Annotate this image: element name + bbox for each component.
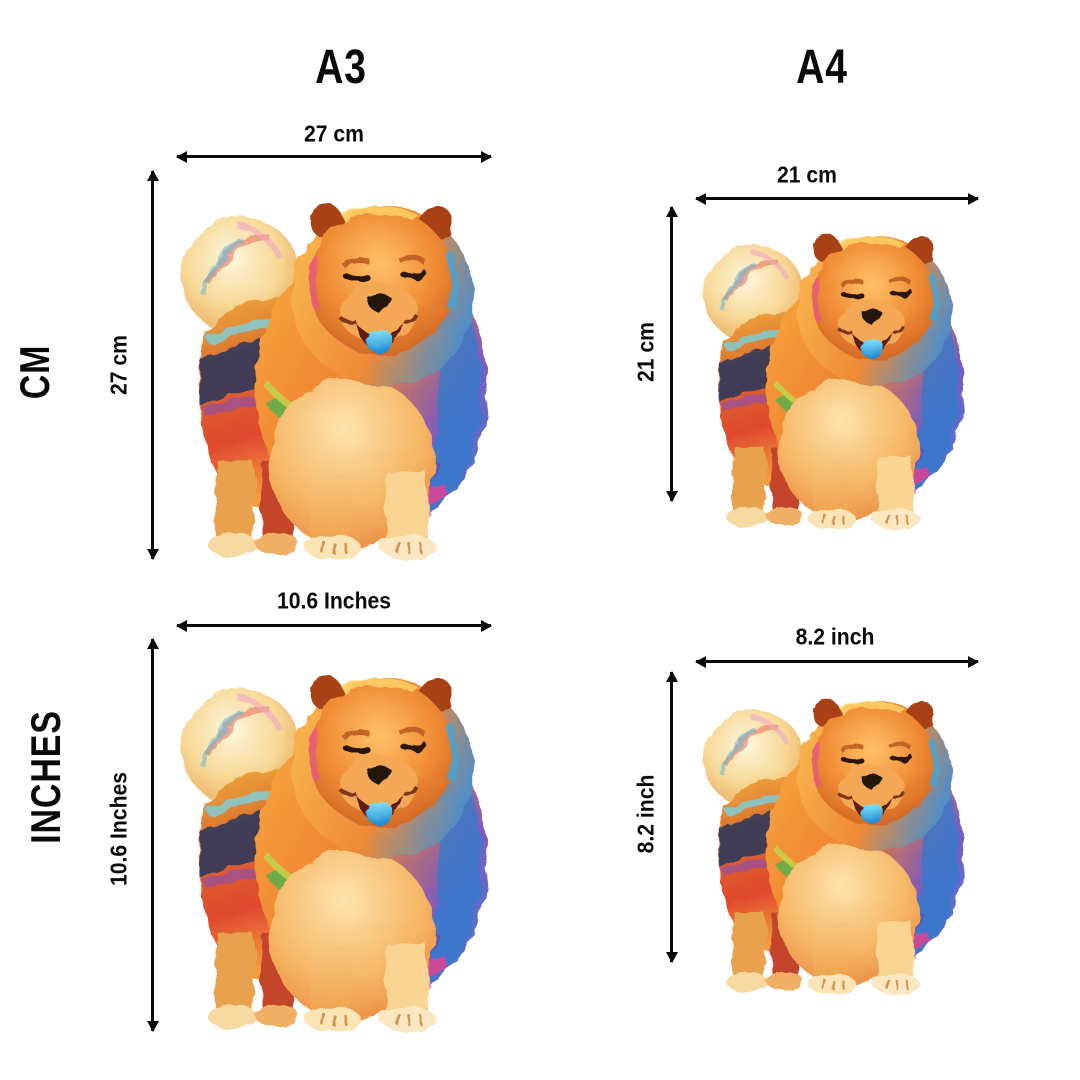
chow-chow-illustration [692,668,978,998]
height-dimension-label: 10.6 Inches [105,771,132,887]
width-dimension-label: 27 cm [303,120,365,147]
width-arrow [177,624,491,627]
chow-chow-illustration [168,638,504,1036]
height-dimension-label: 21 cm [632,321,659,383]
width-dimension-label: 10.6 Inches [276,587,392,614]
height-arrow [151,171,154,559]
row-title-inches: INCHES [23,710,70,844]
column-title-a4: A4 [796,38,848,94]
width-arrow [696,197,978,200]
width-arrow [177,155,491,158]
height-dimension-label: 8.2 inch [632,774,659,854]
row-title-cm: CM [12,344,59,400]
width-dimension-label: 21 cm [776,161,838,188]
width-arrow [696,660,978,663]
column-title-a3: A3 [315,38,367,94]
chow-chow-illustration [168,166,504,564]
height-arrow [151,639,154,1031]
width-dimension-label: 8.2 inch [795,623,875,650]
height-dimension-label: 27 cm [105,334,132,396]
height-arrow [670,207,673,501]
height-arrow [670,672,673,962]
chow-chow-illustration [692,203,978,533]
